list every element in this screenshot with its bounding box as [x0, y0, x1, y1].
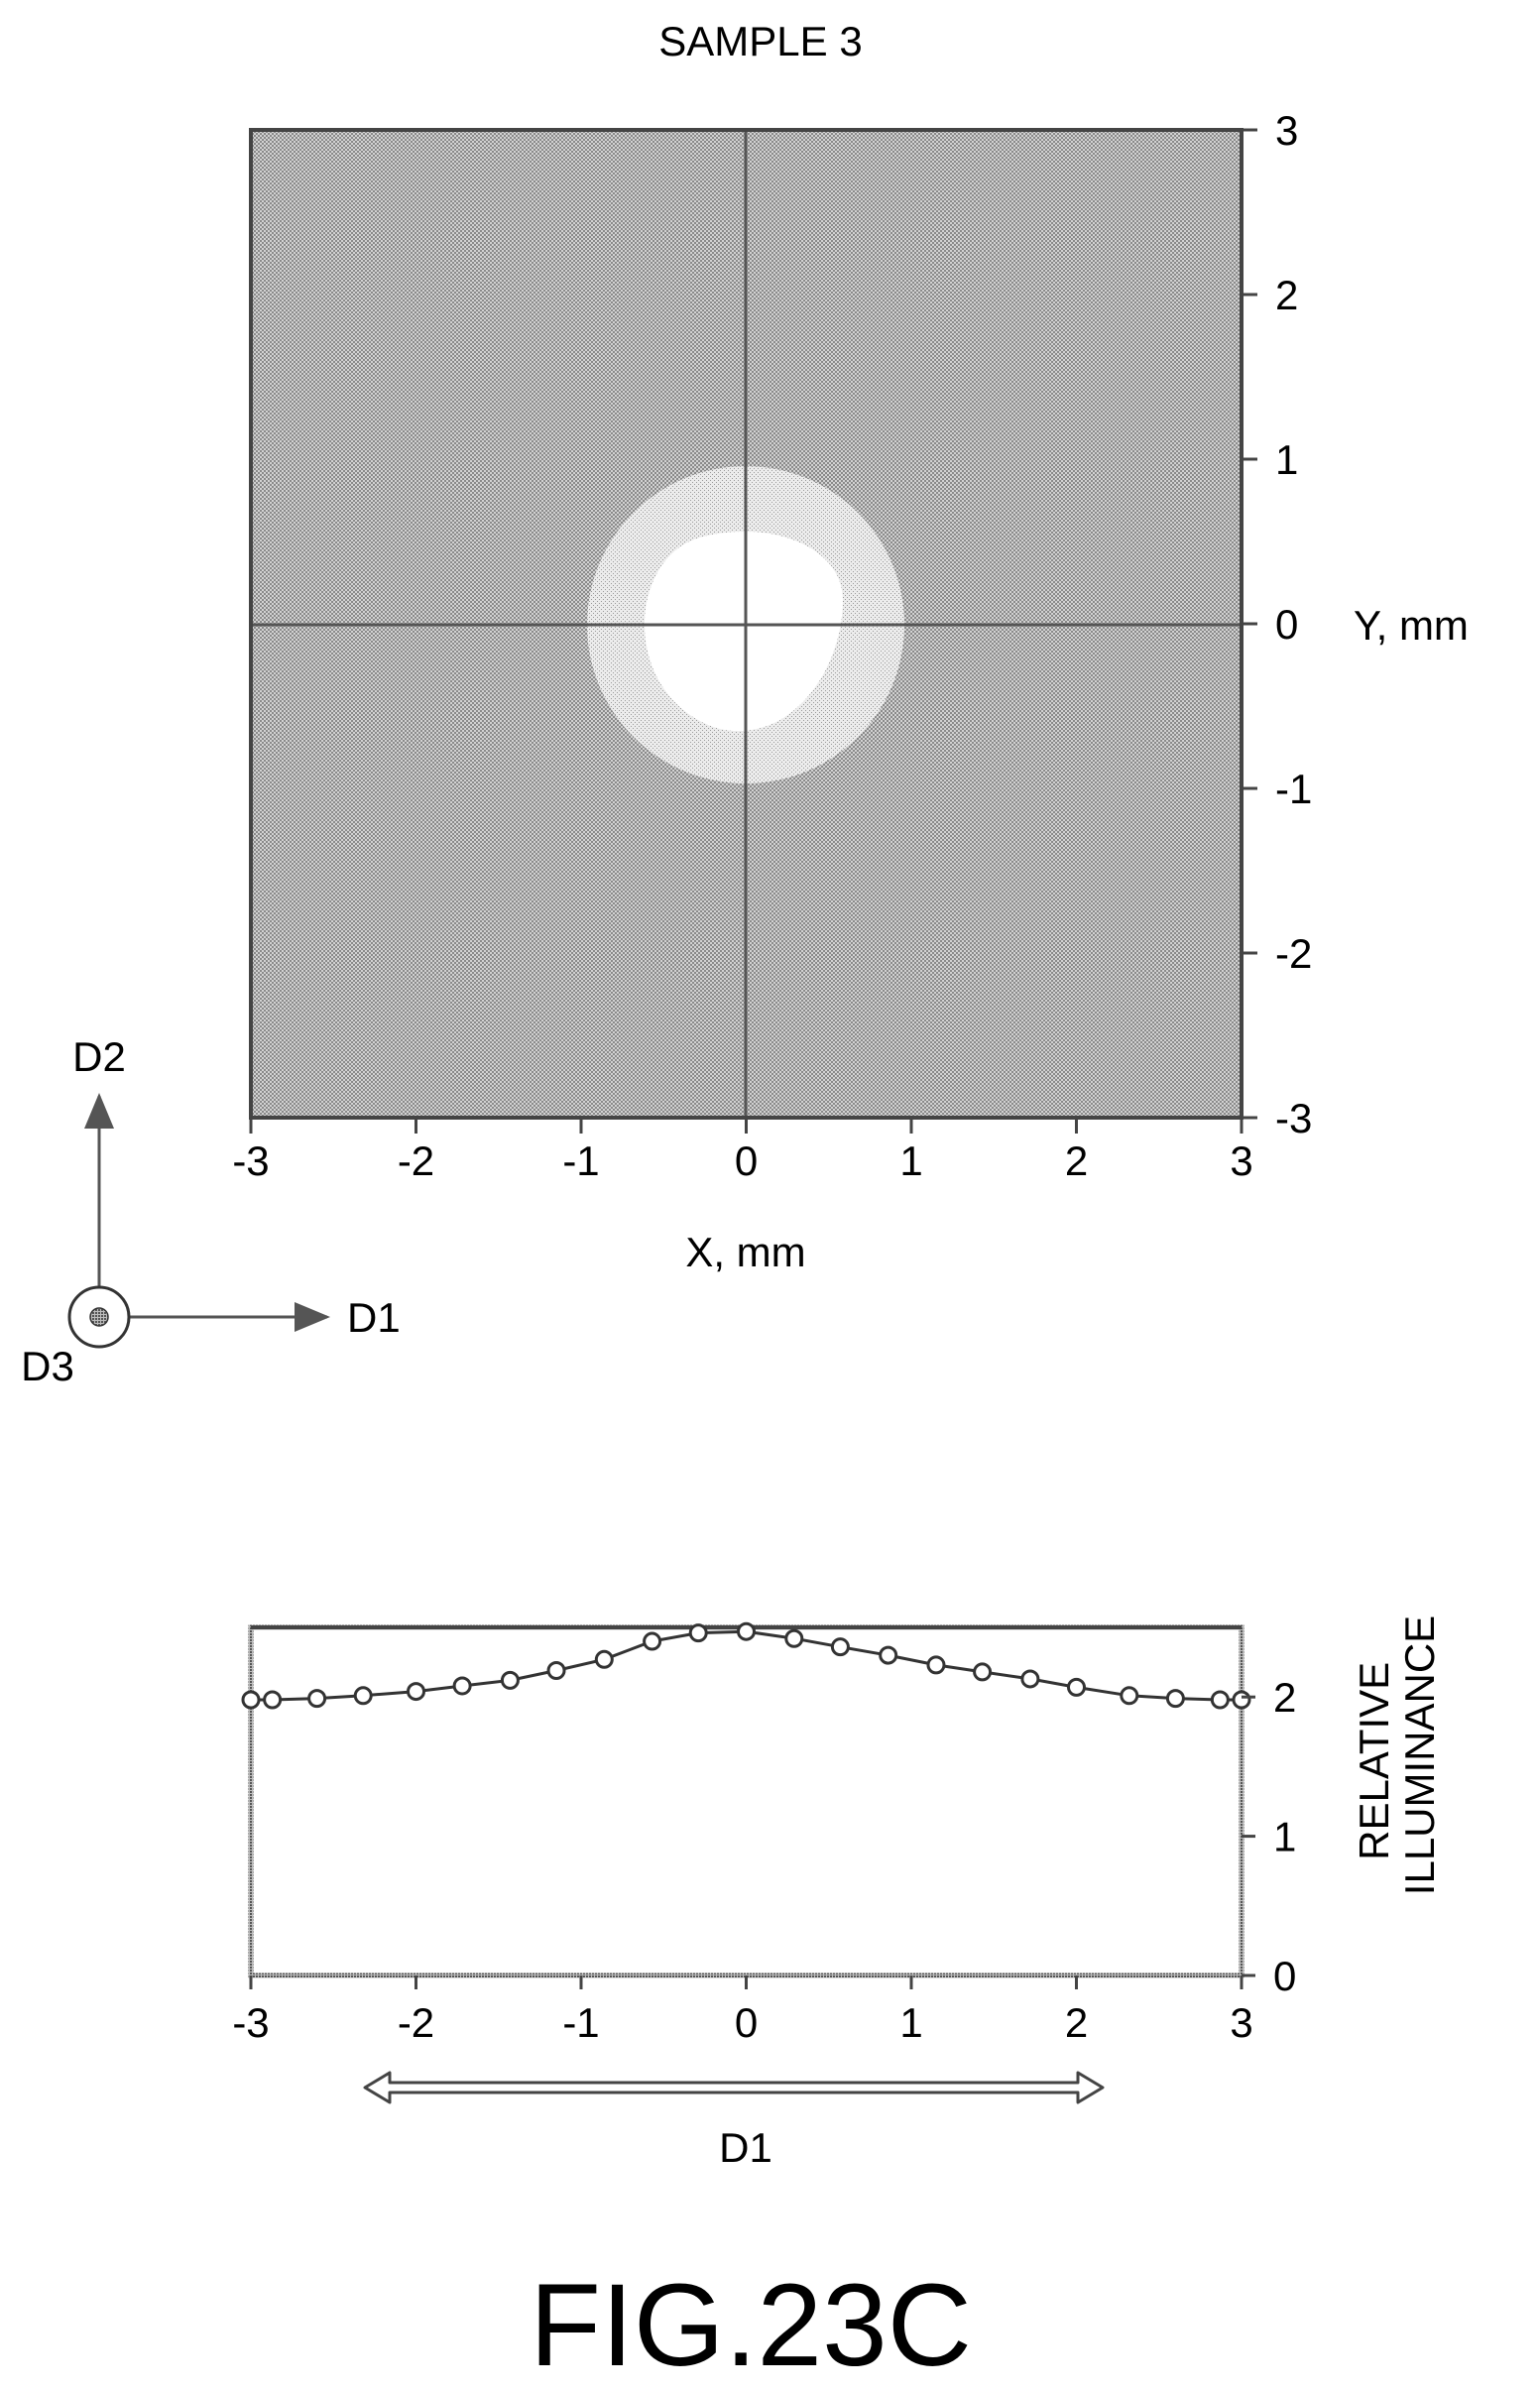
heatmap-y-tick-label: -1 [1275, 766, 1312, 812]
profile-data-point [737, 1621, 756, 1641]
heatmap-x-tick-label: 2 [1065, 1137, 1088, 1184]
profile-x-tick-label: 1 [899, 1999, 922, 2046]
profile-data-point [1232, 1690, 1251, 1710]
profile-x-tick-label: 3 [1230, 1999, 1252, 2046]
d1-label: D1 [347, 1294, 401, 1341]
heatmap-x-ticks: -3 -2 -1 0 1 2 3 [232, 1118, 1253, 1184]
heatmap-y-tick-label: -3 [1275, 1095, 1312, 1141]
profile-direction-label: D1 [719, 2124, 772, 2171]
profile-data-point [973, 1662, 993, 1682]
heatmap-y-axis-label: Y, mm [1354, 602, 1469, 649]
profile-data-point [784, 1628, 804, 1648]
heatmap-y-tick-label: -2 [1275, 930, 1312, 977]
profile-y-axis-label-line1: RELATIVE [1351, 1662, 1397, 1860]
profile-data-point [353, 1686, 373, 1706]
heatmap-x-tick-label: -3 [232, 1137, 269, 1184]
profile-data-point [307, 1689, 327, 1709]
profile-y-axis-label-line2: ILLUMINANCE [1396, 1615, 1443, 1895]
profile-data-point [1120, 1686, 1139, 1706]
heatmap-x-axis-label: X, mm [685, 1229, 805, 1275]
profile-y-tick-label: 1 [1273, 1814, 1296, 1860]
heatmap-x-tick-label: 1 [899, 1137, 922, 1184]
heatmap-y-tick-label: 1 [1275, 436, 1298, 483]
profile-x-ticks: -3 -2 -1 0 1 2 3 [232, 1975, 1253, 2046]
profile-x-tick-label: 0 [735, 1999, 758, 2046]
profile-x-tick-label: 2 [1065, 1999, 1088, 2046]
profile-data-point [926, 1655, 946, 1675]
heatmap-x-tick-label: -2 [398, 1137, 434, 1184]
d3-label: D3 [21, 1343, 74, 1389]
profile-data-point [407, 1682, 425, 1702]
profile-data-point [594, 1649, 614, 1669]
profile-y-tick-label: 0 [1273, 1953, 1296, 1999]
profile-data-point [500, 1670, 520, 1690]
d2-label: D2 [72, 1033, 126, 1080]
profile-data-point [1067, 1677, 1086, 1697]
profile-y-ticks: 2 1 0 [1242, 1674, 1296, 1999]
profile-data-point [241, 1690, 261, 1710]
direction-indicator: D2 D1 D3 [21, 1033, 401, 1389]
double-arrow-icon [363, 2071, 1105, 2104]
profile-data-point [546, 1661, 566, 1681]
profile-x-tick-label: -1 [562, 1999, 599, 2046]
heatmap-x-tick-label: 3 [1230, 1137, 1252, 1184]
d3-dot-icon [89, 1307, 109, 1327]
figure-label: FIG.23C [530, 2260, 972, 2391]
heatmap-y-tick-label: 0 [1275, 601, 1298, 648]
profile-data-point [879, 1645, 898, 1665]
profile-x-tick-label: -3 [232, 1999, 269, 2046]
heatmap-y-tick-label: 3 [1275, 107, 1298, 154]
heatmap-y-tick-label: 2 [1275, 272, 1298, 318]
profile-x-tick-label: -2 [398, 1999, 434, 2046]
heatmap-x-tick-label: 0 [735, 1137, 758, 1184]
heatmap-title: SAMPLE 3 [658, 18, 862, 64]
profile-data-point [1020, 1669, 1040, 1689]
profile-y-tick-label: 2 [1273, 1674, 1296, 1721]
profile-data-point [452, 1676, 472, 1696]
heatmap-bright-spot [645, 532, 843, 732]
profile-data-point [263, 1690, 283, 1710]
profile-frame [248, 1624, 1244, 1978]
profile-direction-arrow: D1 [363, 2071, 1105, 2171]
profile-data-point [1165, 1689, 1185, 1709]
profile-data-point [1210, 1690, 1230, 1710]
profile-data-point [643, 1631, 662, 1651]
profile-data-point [830, 1637, 850, 1657]
profile-chart: -3 -2 -1 0 1 2 3 2 1 0 RELATIVE ILLUMINANCE [232, 1615, 1443, 2046]
profile-series-points [241, 1621, 1251, 1710]
profile-data-point [688, 1623, 708, 1643]
heatmap-y-ticks: 3 2 1 0 -1 -2 -3 [1242, 107, 1312, 1141]
heatmap-chart: SAMPLE 3 -3 -2 -1 0 1 2 3 3 2 1 0 -1 -2 -3 X, mm Y, … [232, 18, 1469, 1275]
profile-y-axis-label: RELATIVE ILLUMINANCE [1351, 1615, 1443, 1895]
heatmap-x-tick-label: -1 [562, 1137, 599, 1184]
